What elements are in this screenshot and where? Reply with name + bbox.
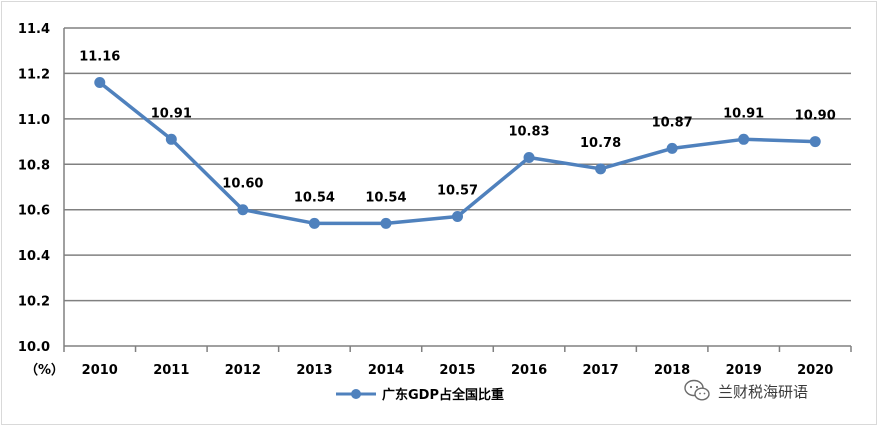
y-axis-ticks: 10.0 10.2 10.4 10.6 10.8 11.0 11.2 11.4 [18, 22, 50, 355]
data-point[interactable] [738, 133, 750, 145]
data-label: 10.83 [508, 124, 549, 139]
watermark-text: 兰财税海研语 [718, 383, 808, 401]
data-label: 11.16 [79, 50, 120, 65]
x-tick-label: 2014 [368, 363, 404, 378]
y-unit-label: （%） [25, 362, 64, 378]
x-tick-label: 2013 [296, 363, 332, 378]
data-point[interactable] [666, 142, 678, 154]
data-label: 10.90 [795, 109, 836, 124]
y-tick-label: 11.4 [18, 22, 50, 37]
data-point[interactable] [237, 204, 249, 216]
data-point[interactable] [308, 217, 320, 229]
data-labels: 11.16 10.91 10.60 10.54 10.54 10.57 10.83 10.78… [79, 50, 836, 206]
data-point[interactable] [595, 163, 607, 175]
x-tick-label: 2010 [82, 363, 118, 378]
x-tick-label: 2019 [726, 363, 762, 378]
data-point[interactable] [380, 217, 392, 229]
x-tick-label: 2016 [511, 363, 547, 378]
y-tick-label: 10.0 [18, 340, 50, 355]
data-point[interactable] [165, 133, 177, 145]
series-line [98, 81, 816, 226]
x-tick-label: 2015 [439, 363, 475, 378]
data-label: 10.54 [294, 190, 335, 205]
series-group [94, 77, 821, 229]
x-tick-label: 2020 [797, 363, 833, 378]
wechat-icon [684, 379, 710, 401]
y-tick-label: 10.2 [18, 295, 50, 310]
x-axis-ticks: 2010 2011 2012 2013 2014 2015 2016 2017 2018 2019… [82, 363, 834, 378]
data-label: 10.91 [723, 106, 764, 121]
legend-dot-marker [351, 389, 361, 399]
x-tick-label: 2017 [582, 363, 618, 378]
x-tick-label: 2018 [654, 363, 690, 378]
data-point[interactable] [523, 151, 535, 163]
legend[interactable]: 广东GDP占全国比重 [336, 387, 504, 403]
y-tick-label: 10.6 [18, 204, 50, 219]
data-label: 10.60 [222, 177, 263, 192]
legend-label: 广东GDP占全国比重 [382, 387, 504, 403]
data-label: 10.78 [580, 136, 621, 151]
data-label: 10.57 [437, 184, 478, 199]
x-tick-label: 2012 [225, 363, 261, 378]
data-point[interactable] [809, 136, 821, 148]
y-tick-label: 10.8 [18, 158, 50, 173]
data-point[interactable] [94, 77, 106, 89]
y-tick-label: 10.4 [18, 249, 50, 264]
y-tick-label: 11.2 [18, 67, 50, 82]
data-label: 10.54 [365, 190, 406, 205]
y-tick-label: 11.0 [18, 113, 50, 128]
watermark: 兰财税海研语 [684, 379, 808, 401]
data-point[interactable] [452, 211, 463, 223]
data-label: 10.87 [652, 115, 693, 130]
x-tick-label: 2011 [153, 363, 189, 378]
data-label: 10.91 [151, 106, 192, 121]
